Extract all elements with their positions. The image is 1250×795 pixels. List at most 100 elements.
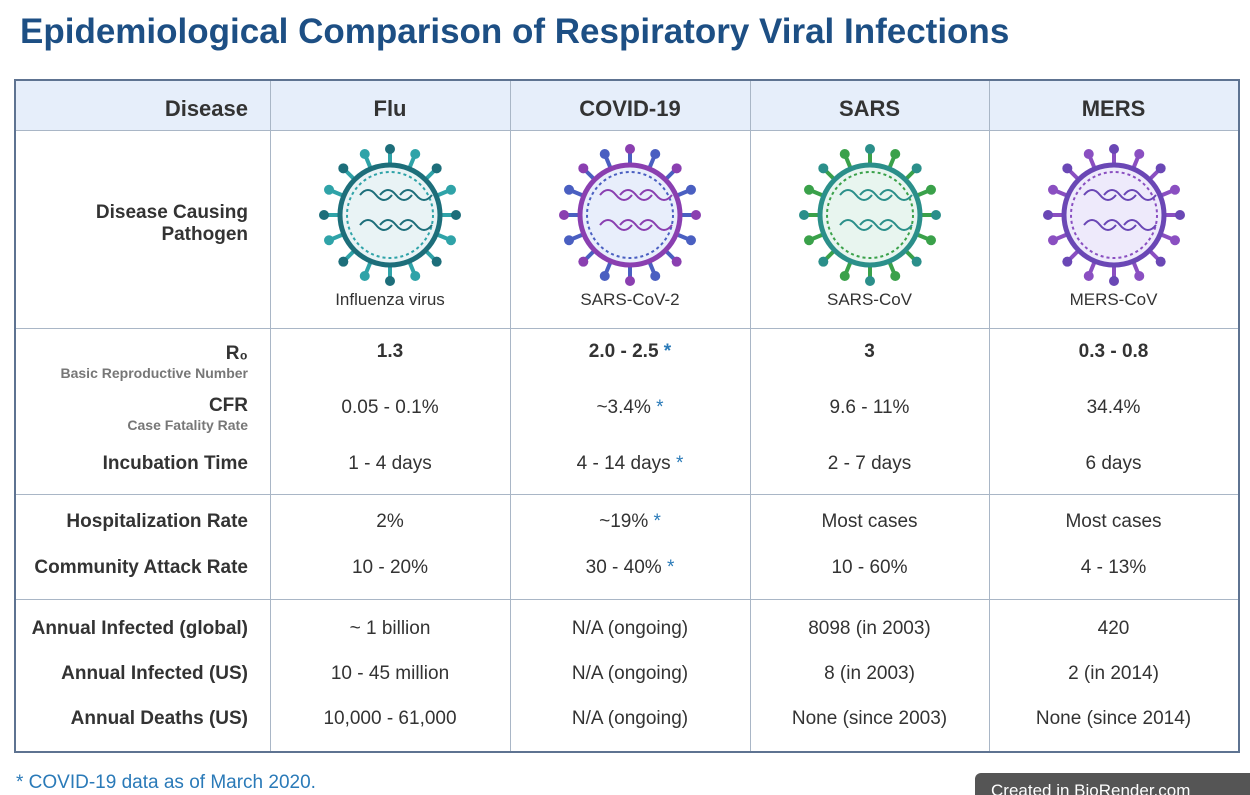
- cell-value: 4 - 14 days: [576, 453, 671, 474]
- table-cell: 8098 (in 2003): [808, 618, 931, 640]
- cell-value: 2.0 - 2.5: [588, 341, 659, 362]
- row-label: Community Attack Rate: [34, 557, 248, 579]
- table-cell: 34.4%: [1087, 397, 1141, 419]
- table-cell: 4 - 14 days *: [577, 453, 684, 475]
- cell-value: 0.05 - 0.1%: [341, 397, 439, 418]
- cell-value: 9.6 - 11%: [829, 397, 910, 418]
- header-background: [16, 81, 1238, 130]
- table-cell: 3: [864, 341, 875, 363]
- cell-value: Most cases: [821, 511, 918, 532]
- table-cell: 2 (in 2014): [1068, 663, 1159, 685]
- cell-value: 6 days: [1085, 453, 1142, 474]
- virus-icon: [319, 144, 461, 286]
- row-sublabel: Basic Reproductive Number: [60, 365, 249, 381]
- table-cell: 4 - 13%: [1081, 557, 1146, 579]
- cell-value: 10,000 - 61,000: [323, 708, 457, 729]
- page-title: Epidemiological Comparison of Respirator…: [20, 12, 1010, 51]
- table-cell: 2.0 - 2.5 *: [589, 341, 671, 363]
- footnote: * COVID-19 data as of March 2020.: [16, 772, 316, 793]
- row-divider: [16, 130, 1238, 131]
- cell-value: 3: [864, 341, 875, 362]
- table-cell: 1.3: [377, 341, 403, 363]
- cell-value: 10 - 45 million: [330, 663, 450, 684]
- row-label-text: Incubation Time: [102, 453, 248, 474]
- table-cell: N/A (ongoing): [572, 618, 688, 640]
- header-cell: Flu: [373, 96, 407, 121]
- row-label: Annual Deaths (US): [71, 708, 248, 730]
- row-label: Annual Infected (US): [61, 663, 248, 685]
- cell-note: *: [663, 341, 672, 362]
- cell-value: 8 (in 2003): [824, 663, 915, 684]
- column-divider: [510, 81, 511, 751]
- row-divider: [16, 328, 1238, 329]
- cell-note: *: [653, 511, 661, 532]
- cell-value: ~19%: [599, 511, 649, 532]
- table-cell: 0.05 - 0.1%: [341, 397, 438, 419]
- row-label: Annual Infected (global): [32, 618, 248, 640]
- cell-value: None (since 2014): [1035, 708, 1192, 729]
- row-label: Incubation Time: [103, 453, 248, 475]
- row-label: R₀ Basic Reproductive Number: [61, 343, 249, 381]
- table-cell: 30 - 40% *: [586, 557, 675, 579]
- table-cell: 1 - 4 days: [348, 453, 431, 475]
- column-divider: [270, 81, 271, 751]
- pathogen-name: SARS-CoV: [826, 290, 913, 309]
- cell-value: ~ 1 billion: [349, 618, 431, 639]
- cell-value: 30 - 40%: [585, 557, 662, 578]
- row-label-text: CFR: [208, 395, 248, 416]
- cell-value: 4 - 13%: [1080, 557, 1147, 578]
- cell-value: 2%: [376, 511, 404, 532]
- cell-value: N/A (ongoing): [571, 708, 689, 729]
- table-cell: 10 - 20%: [352, 557, 428, 579]
- table-cell: 6 days: [1086, 453, 1142, 475]
- cell-value: 1 - 4 days: [348, 453, 432, 474]
- virus-icon: [798, 144, 941, 286]
- table-cell: None (since 2003): [792, 708, 947, 730]
- table-cell: ~ 1 billion: [350, 618, 431, 640]
- table-cell: 10 - 60%: [831, 557, 907, 579]
- virus-icon: [1042, 144, 1185, 286]
- header-cell: MERS: [1081, 96, 1146, 121]
- cell-note: *: [656, 397, 664, 418]
- cell-value: 2 (in 2014): [1068, 663, 1159, 684]
- table-cell: 0.3 - 0.8: [1079, 341, 1149, 363]
- row-label-text: Hospitalization Rate: [66, 511, 248, 532]
- table-cell: N/A (ongoing): [572, 708, 688, 730]
- row-divider: [16, 494, 1238, 495]
- row-label-text: Annual Deaths (US): [70, 708, 248, 729]
- table-cell: 8 (in 2003): [824, 663, 915, 685]
- table-cell: None (since 2014): [1036, 708, 1191, 730]
- cell-value: 8098 (in 2003): [808, 618, 931, 639]
- cell-value: Most cases: [1065, 511, 1162, 532]
- header-cell: COVID-19: [579, 96, 681, 121]
- row-label-text: R₀: [225, 343, 248, 364]
- cell-value: 2 - 7 days: [827, 453, 912, 474]
- biorender-badge: Created in BioRender.com: [975, 773, 1250, 795]
- header-cell: SARS: [838, 96, 901, 121]
- column-divider: [750, 81, 751, 751]
- comparison-table: Disease Flu COVID-19 SARS MERS Disease Causin…: [14, 79, 1240, 753]
- row-divider: [16, 599, 1238, 600]
- cell-note: *: [666, 557, 675, 578]
- pathogen-name: Influenza virus: [335, 290, 445, 309]
- cell-value: 10 - 20%: [351, 557, 429, 578]
- table-cell: 10,000 - 61,000: [323, 708, 456, 730]
- row-label-text: Annual Infected (global): [31, 618, 248, 639]
- row-sublabel: Case Fatality Rate: [127, 417, 248, 433]
- table-cell: 420: [1098, 618, 1130, 640]
- table-cell: ~3.4% *: [596, 397, 663, 419]
- cell-value: 1.3: [376, 341, 404, 362]
- row-label-text: Annual Infected (US): [61, 663, 248, 684]
- row-label: CFR Case Fatality Rate: [127, 395, 248, 433]
- column-divider: [989, 81, 990, 751]
- cell-value: 10 - 60%: [831, 557, 908, 578]
- cell-value: N/A (ongoing): [571, 618, 689, 639]
- cell-value: N/A (ongoing): [571, 663, 689, 684]
- virus-icon: [559, 144, 701, 286]
- table-cell: Most cases: [821, 511, 917, 533]
- row-label: Hospitalization Rate: [66, 511, 248, 533]
- row-label: Disease Causing Pathogen: [95, 202, 248, 245]
- cell-value: ~3.4%: [596, 397, 651, 418]
- table-cell: ~19% *: [599, 511, 661, 533]
- table-cell: 2%: [376, 511, 403, 533]
